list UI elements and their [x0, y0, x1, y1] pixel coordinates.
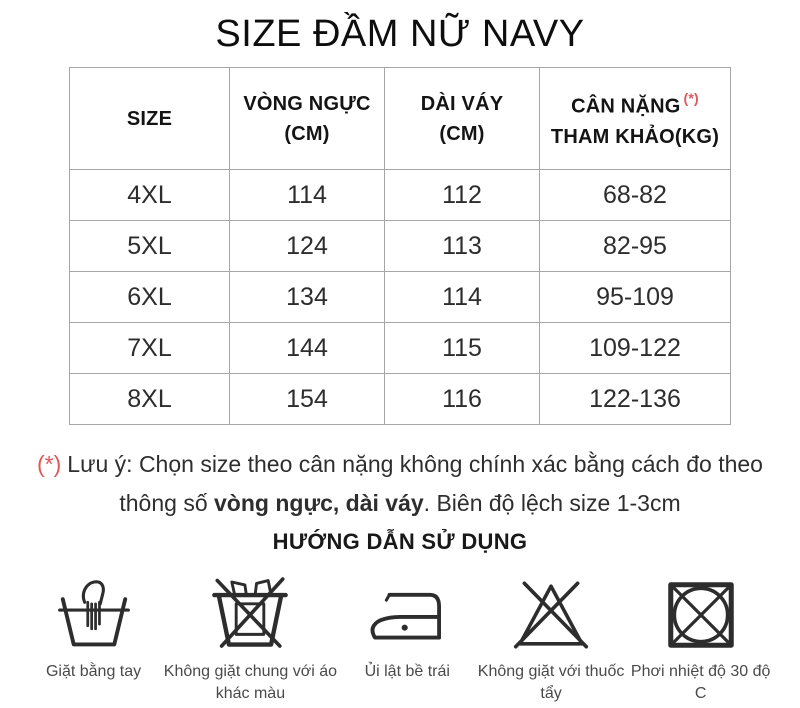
note-text: thông số: [119, 490, 215, 516]
length-cell: 112: [384, 169, 540, 221]
do-not-bleach-icon: [511, 567, 591, 651]
care-label: Không giặt với thuốc tẩy: [477, 663, 625, 702]
chest-cell: 144: [229, 322, 385, 374]
care-instructions-heading: HƯỚNG DẪN SỬ DỤNG: [272, 529, 528, 554]
column-header-label: CÂN NẶNG (*): [571, 90, 699, 118]
note-text: . Biên độ lệch size 1-3cm: [423, 490, 681, 516]
table-row: 7XL 144 115 109-122: [69, 322, 731, 374]
weight-cell: 109-122: [539, 322, 731, 374]
length-cell: 115: [384, 322, 540, 374]
column-header-size: SIZE: [69, 67, 230, 170]
weight-cell: 122-136: [539, 373, 731, 425]
table-row: 5XL 124 113 82-95: [69, 220, 731, 272]
column-header-label: VÒNG NGỰC: [243, 92, 371, 115]
size-cell: 7XL: [69, 322, 230, 374]
column-header-weight: CÂN NẶNG (*) THAM KHẢO(KG): [539, 67, 731, 170]
length-cell: 113: [384, 220, 540, 272]
care-label: Giặt bằng tay: [45, 663, 142, 680]
column-header-chest: VÒNG NGỰC (CM): [229, 67, 385, 170]
size-note: (*) Lưu ý: Chọn size theo cân nặng không …: [0, 445, 800, 523]
size-cell: 4XL: [69, 169, 230, 221]
note-text: Lưu ý: Chọn size theo cân nặng không chí…: [67, 451, 763, 477]
size-note-line1: (*) Lưu ý: Chọn size theo cân nặng không …: [30, 445, 770, 484]
care-item-dry-30: Phơi nhiệt độ 30 độ C: [627, 567, 774, 705]
chest-cell: 124: [229, 220, 385, 272]
care-item-no-mixed-wash: Không giặt chung với áo khác màu: [161, 567, 340, 705]
care-item-no-bleach: Không giặt với thuốc tẩy: [475, 567, 628, 705]
weight-cell: 95-109: [539, 271, 731, 323]
length-cell: 116: [384, 373, 540, 425]
care-label: Phơi nhiệt độ 30 độ C: [630, 663, 771, 702]
note-asterisk-mark: (*): [37, 451, 62, 477]
length-cell: 114: [384, 271, 540, 323]
iron-inside-out-icon: [365, 567, 449, 651]
care-instructions-row: Giặt bằng tay Không giặt chung với áo kh…: [0, 567, 800, 705]
table-header-row: SIZE VÒNG NGỰC (CM) DÀI VÁY (CM) CÂN NẶN…: [69, 67, 731, 170]
column-header-length: DÀI VÁY (CM): [384, 67, 540, 170]
table-row: 4XL 114 112 68-82: [69, 169, 731, 221]
weight-cell: 82-95: [539, 220, 731, 272]
size-note-line2: thông số vòng ngực, dài váy. Biên độ lệc…: [30, 484, 770, 523]
care-item-hand-wash: Giặt bằng tay: [26, 567, 161, 683]
column-header-unit: THAM KHẢO(KG): [550, 125, 720, 148]
column-header-label: SIZE: [126, 107, 173, 130]
weight-cell: 68-82: [539, 169, 731, 221]
chest-cell: 114: [229, 169, 385, 221]
note-text-bold: vòng ngực, dài váy: [214, 490, 424, 516]
table-row: 6XL 134 114 95-109: [69, 271, 731, 323]
do-not-wash-with-colors-icon: [210, 567, 290, 651]
line-dry-30c-icon: [665, 567, 737, 651]
size-table: SIZE VÒNG NGỰC (CM) DÀI VÁY (CM) CÂN NẶN…: [69, 67, 731, 425]
size-cell: 8XL: [69, 373, 230, 425]
table-row: 8XL 154 116 122-136: [69, 373, 731, 425]
chest-cell: 134: [229, 271, 385, 323]
page-title: SIZE ĐẦM NỮ NAVY: [215, 13, 585, 55]
care-label: Không giặt chung với áo khác màu: [163, 663, 338, 702]
column-header-label: DÀI VÁY: [420, 92, 504, 115]
column-header-unit: (CM): [284, 122, 330, 145]
size-cell: 5XL: [69, 220, 230, 272]
hand-wash-icon: [55, 567, 133, 651]
column-header-unit: (CM): [439, 122, 485, 145]
weight-asterisk-mark: (*): [683, 90, 699, 107]
chest-cell: 154: [229, 373, 385, 425]
care-item-iron: Ủi lật bề trái: [340, 567, 475, 683]
care-label: Ủi lật bề trái: [364, 663, 450, 680]
size-cell: 6XL: [69, 271, 230, 323]
